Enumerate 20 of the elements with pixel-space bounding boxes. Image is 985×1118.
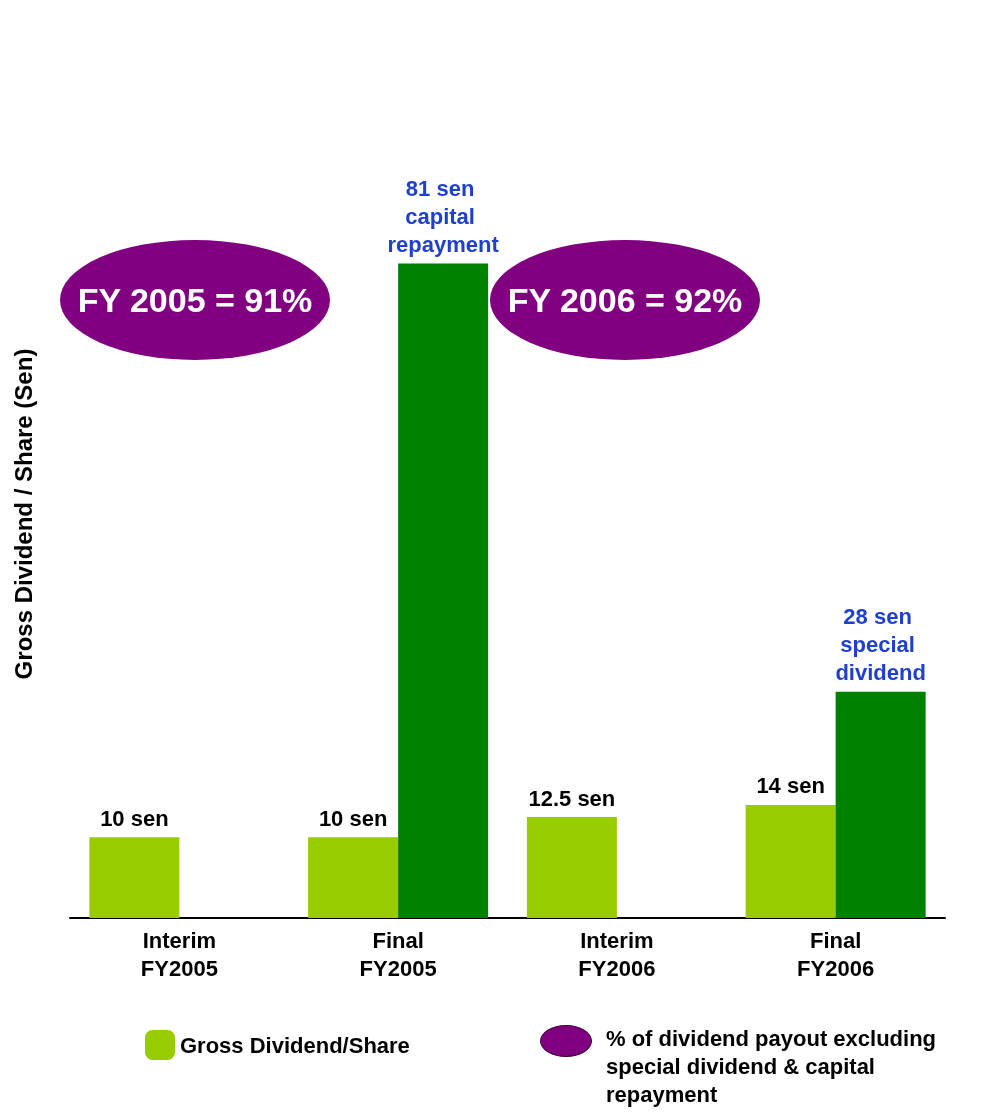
data-label: 12.5 sen [528, 785, 616, 811]
x-tick-label: Interim FY2006 [578, 927, 656, 981]
bar [526, 817, 617, 918]
bar [308, 837, 399, 918]
data-label: 81 sen capital repayment [387, 176, 500, 258]
bar [398, 263, 489, 918]
legend-label: Gross Dividend/Share [180, 1032, 410, 1058]
data-label: 14 sen [756, 773, 825, 799]
y-axis-title: Gross Dividend / Share (Sen) [9, 348, 37, 680]
bar [745, 804, 836, 918]
data-label: 28 sen special dividend [835, 604, 926, 686]
data-label: 10 sen [100, 805, 169, 831]
data-label: 10 sen [318, 805, 388, 831]
bar [835, 691, 926, 918]
x-tick-label: Interim FY2005 [140, 927, 218, 981]
text: % of dividend payout excluding special dividend & capital repayment [606, 1025, 938, 1109]
x-tick-label: Final FY2005 [359, 927, 437, 981]
bar [89, 837, 180, 918]
ellipse-callout: FY 2005 = 91% [60, 240, 330, 360]
x-tick-label: Final FY2006 [797, 927, 875, 981]
